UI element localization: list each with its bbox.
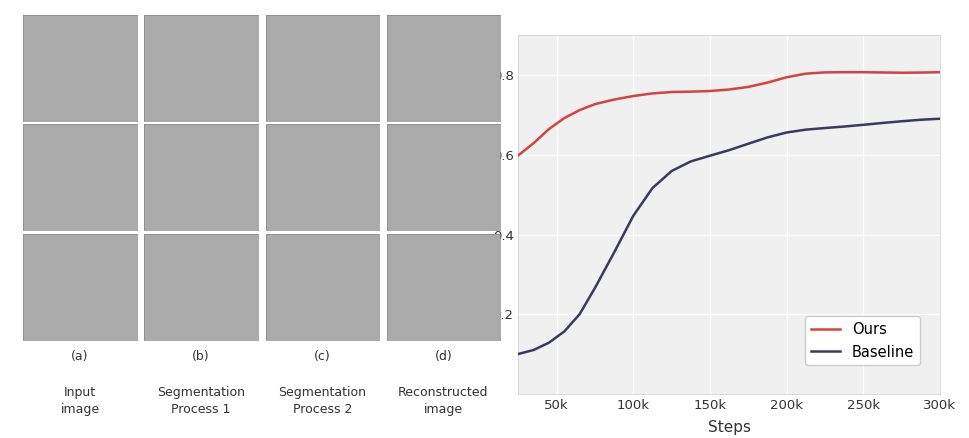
Baseline — [742, 141, 754, 146]
Text: Reconstructed
image: Reconstructed image — [398, 386, 488, 416]
Y-axis label: ARI: ARI — [469, 202, 484, 227]
Baseline — [762, 135, 773, 140]
Baseline — [838, 124, 850, 129]
Baseline — [877, 120, 889, 126]
Ours — [589, 102, 601, 107]
Baseline — [544, 340, 555, 345]
Legend: Ours, Baseline: Ours, Baseline — [805, 316, 920, 365]
Ours — [628, 93, 640, 99]
Baseline — [934, 116, 946, 121]
Ours — [544, 126, 555, 131]
Ours — [934, 70, 946, 75]
Ours — [742, 84, 754, 89]
X-axis label: Steps: Steps — [707, 420, 751, 435]
Baseline — [723, 148, 735, 153]
Ours — [877, 70, 889, 75]
Baseline — [704, 153, 716, 158]
Baseline — [819, 125, 830, 131]
Ours — [646, 91, 658, 96]
Text: (b): (b) — [192, 350, 210, 364]
Ours — [528, 141, 540, 146]
Ours — [704, 88, 716, 94]
Text: (d): (d) — [434, 350, 453, 364]
Baseline — [609, 250, 620, 255]
Baseline — [915, 117, 926, 122]
Text: (a): (a) — [71, 350, 89, 364]
Ours — [513, 152, 524, 158]
Baseline — [781, 130, 793, 135]
Ours — [800, 71, 812, 76]
Ours — [574, 107, 585, 113]
Ours — [895, 70, 907, 75]
Baseline — [685, 159, 697, 164]
Ours — [666, 89, 677, 95]
Baseline — [646, 185, 658, 191]
Ours — [685, 89, 697, 94]
Baseline — [589, 285, 601, 290]
Baseline — [895, 119, 907, 124]
Line: Ours: Ours — [518, 72, 940, 155]
Ours — [781, 74, 793, 80]
Ours — [858, 70, 869, 75]
Baseline — [574, 311, 585, 317]
Ours — [915, 70, 926, 75]
Ours — [723, 87, 735, 92]
Text: Segmentation
Process 1: Segmentation Process 1 — [157, 386, 245, 416]
Ours — [819, 70, 830, 75]
Baseline — [513, 351, 524, 357]
Text: Segmentation
Process 2: Segmentation Process 2 — [278, 386, 366, 416]
Baseline — [858, 122, 869, 127]
Text: Input
image: Input image — [60, 386, 100, 416]
Baseline — [558, 329, 570, 334]
Baseline — [666, 168, 677, 173]
Baseline — [800, 127, 812, 132]
Ours — [609, 97, 620, 102]
Ours — [762, 80, 773, 85]
Baseline — [528, 347, 540, 353]
Line: Baseline: Baseline — [518, 119, 940, 354]
Ours — [838, 70, 850, 75]
Ours — [558, 116, 570, 121]
Text: (c): (c) — [314, 350, 330, 364]
Baseline — [628, 213, 640, 218]
